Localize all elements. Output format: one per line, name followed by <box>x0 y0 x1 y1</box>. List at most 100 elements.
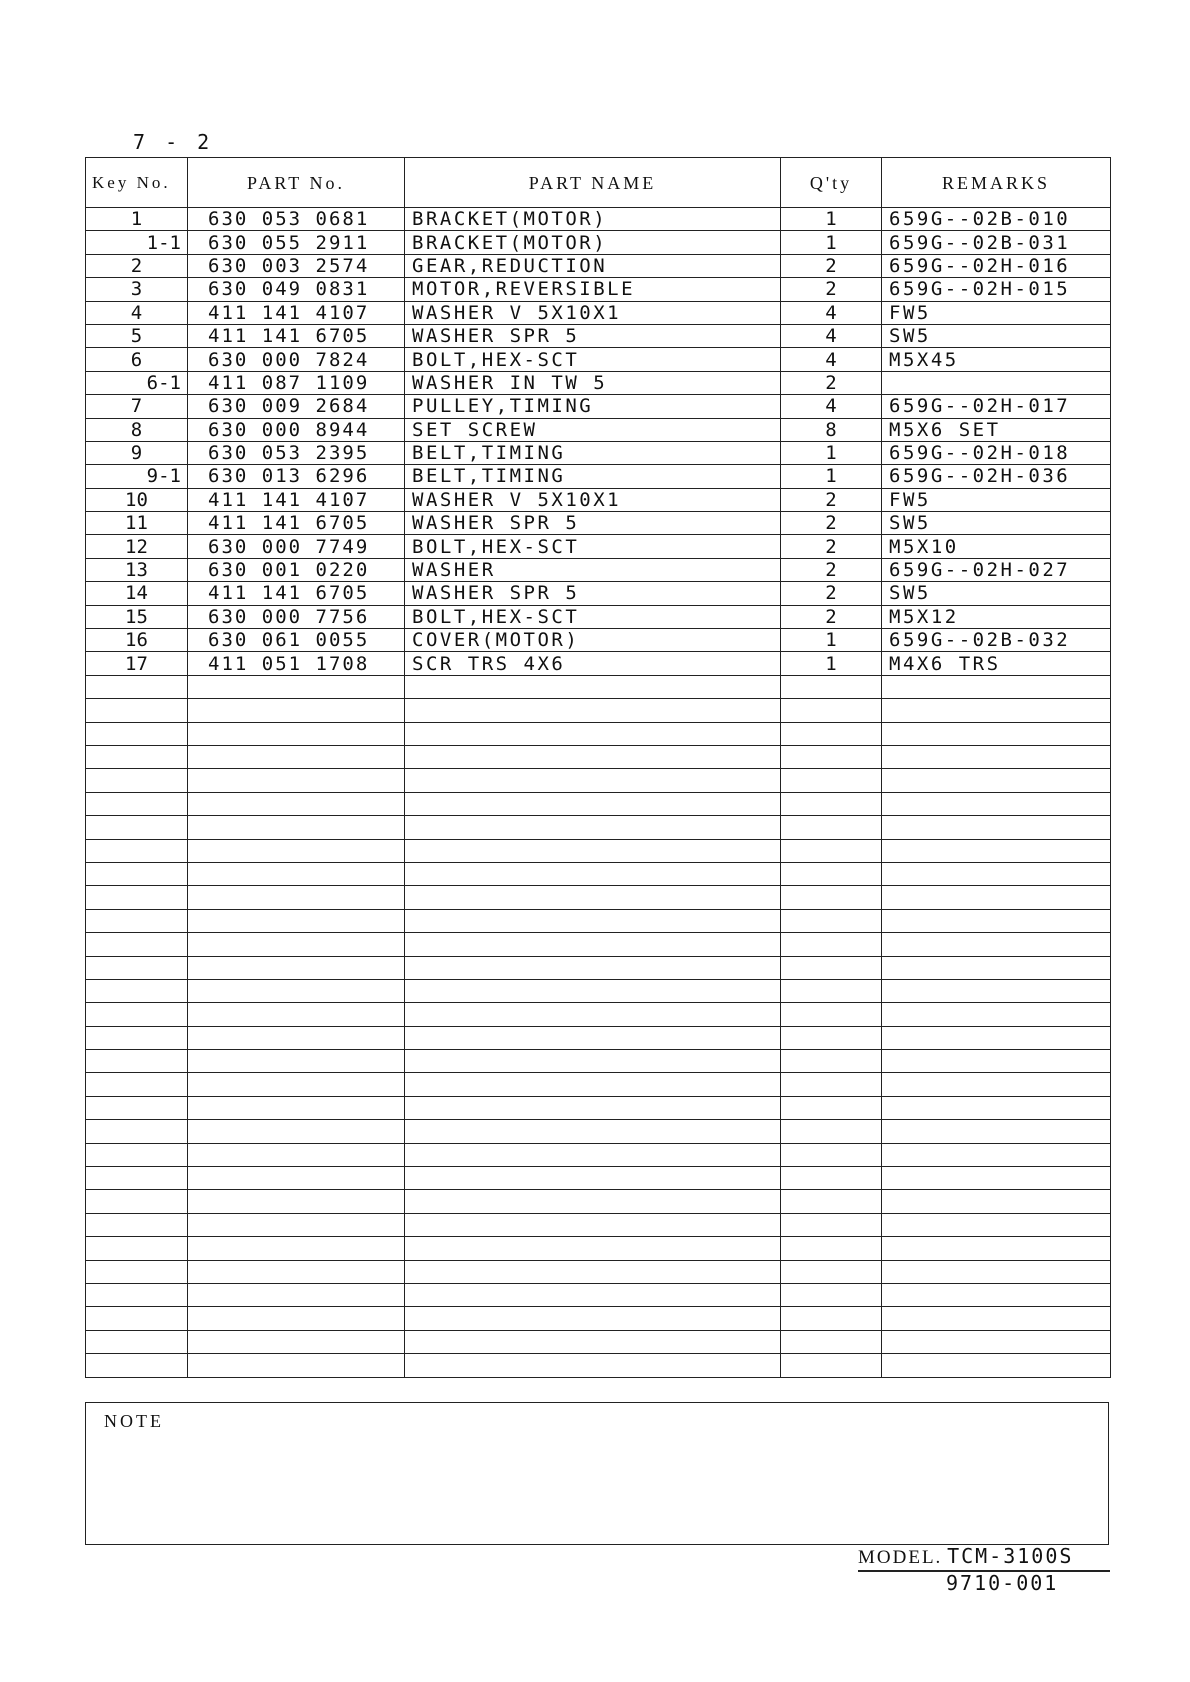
document-number: 9710-001 <box>946 1571 1059 1595</box>
cell-part-name <box>404 1329 781 1355</box>
cell-qty <box>780 955 882 980</box>
cell-qty <box>780 768 882 793</box>
cell-part-name: WASHER <box>404 557 781 583</box>
model-value: TCM-3100S <box>947 1544 1074 1568</box>
cell-qty <box>780 1259 882 1284</box>
cell-remarks <box>881 791 1111 817</box>
cell-qty <box>780 838 882 863</box>
cell-part-name <box>404 698 781 723</box>
cell-remarks <box>881 908 1111 934</box>
empty-row <box>85 1306 1111 1331</box>
cell-key <box>85 674 188 700</box>
cell-part-name: WASHER V 5X10X1 <box>404 300 781 325</box>
cell-qty <box>780 885 882 910</box>
cell-qty: 1 <box>780 230 882 255</box>
cell-qty: 2 <box>780 557 882 583</box>
cell-part-name <box>404 1212 781 1238</box>
cell-key <box>85 1095 188 1121</box>
cell-key <box>85 861 188 887</box>
cell-part-name <box>404 1025 781 1051</box>
cell-qty <box>780 932 882 957</box>
cell-part-no <box>187 861 405 887</box>
cell-remarks <box>881 1259 1111 1284</box>
cell-remarks: M5X6 SET <box>881 417 1111 442</box>
cell-part-no <box>187 1025 405 1051</box>
cell-qty: 2 <box>780 277 882 302</box>
model-line: MODEL. TCM-3100S <box>858 1544 1110 1572</box>
cell-qty: 8 <box>780 417 882 442</box>
table-row: 15 630 000 7756 BOLT,HEX-SCT 2 M5X12 <box>85 604 1111 630</box>
cell-part-name <box>404 1142 781 1168</box>
table-row: 14 411 141 6705 WASHER SPR 5 2 SW5 <box>85 581 1111 606</box>
cell-part-no: 630 053 2395 <box>187 440 405 466</box>
cell-key: 13 <box>85 557 188 583</box>
cell-part-no <box>187 1282 405 1308</box>
cell-remarks <box>881 674 1111 700</box>
cell-qty <box>780 861 882 887</box>
table-row: 5 411 141 6705 WASHER SPR 5 4 SW5 <box>85 323 1111 349</box>
cell-remarks <box>881 1025 1111 1051</box>
cell-remarks <box>881 1166 1111 1191</box>
table-row: 1 630 053 0681 BRACKET(MOTOR) 1 659G--02B-01… <box>85 206 1111 232</box>
empty-row <box>85 768 1111 793</box>
cell-key <box>85 1259 188 1284</box>
empty-row <box>85 744 1111 770</box>
cell-qty <box>780 721 882 746</box>
cell-part-name <box>404 1002 781 1027</box>
cell-remarks: 659G--02B-032 <box>881 628 1111 653</box>
note-box: NOTE <box>85 1402 1109 1545</box>
table-row: 3 630 049 0831 MOTOR,REVERSIBLE 2 659G--02H-… <box>85 277 1111 302</box>
cell-key <box>85 1236 188 1261</box>
cell-part-no <box>187 1049 405 1074</box>
table-header-row: Key No. PART No. PART NAME Q'ty REMARKS <box>85 157 1111 208</box>
cell-remarks: FW5 <box>881 300 1111 325</box>
empty-row <box>85 1142 1111 1168</box>
cell-part-no <box>187 674 405 700</box>
empty-row <box>85 908 1111 934</box>
cell-part-no <box>187 1236 405 1261</box>
cell-qty <box>780 1236 882 1261</box>
cell-part-no <box>187 721 405 746</box>
cell-part-name <box>404 1282 781 1308</box>
cell-qty <box>780 1002 882 1027</box>
cell-part-name <box>404 744 781 770</box>
header-key-no: Key No. <box>85 157 188 208</box>
cell-part-no <box>187 698 405 723</box>
cell-remarks <box>881 370 1111 396</box>
empty-row <box>85 1212 1111 1238</box>
cell-key <box>85 1025 188 1051</box>
cell-part-name <box>404 1306 781 1331</box>
table-row: 8 630 000 8944 SET SCREW 8 M5X6 SET <box>85 417 1111 442</box>
cell-part-name <box>404 932 781 957</box>
cell-key <box>85 1212 188 1238</box>
empty-row <box>85 1025 1111 1051</box>
cell-key <box>85 1282 188 1308</box>
cell-part-no <box>187 932 405 957</box>
cell-part-no: 630 001 0220 <box>187 557 405 583</box>
cell-part-name: BELT,TIMING <box>404 464 781 489</box>
cell-part-no: 411 051 1708 <box>187 651 405 676</box>
cell-part-no <box>187 1002 405 1027</box>
cell-remarks: 659G--02H-017 <box>881 394 1111 419</box>
cell-remarks: M5X12 <box>881 604 1111 630</box>
cell-part-name <box>404 721 781 746</box>
empty-row <box>85 1166 1111 1191</box>
cell-part-name: WASHER V 5X10X1 <box>404 487 781 513</box>
cell-part-name <box>404 861 781 887</box>
cell-remarks: FW5 <box>881 487 1111 513</box>
cell-key: 9 <box>85 440 188 466</box>
cell-remarks: 659G--02H-036 <box>881 464 1111 489</box>
cell-qty: 2 <box>780 511 882 536</box>
cell-key: 4 <box>85 300 188 325</box>
cell-part-no <box>187 1306 405 1331</box>
cell-part-name: BELT,TIMING <box>404 440 781 466</box>
cell-qty <box>780 1282 882 1308</box>
cell-part-no <box>187 1353 405 1378</box>
cell-remarks: M5X10 <box>881 534 1111 559</box>
empty-row <box>85 815 1111 840</box>
cell-remarks: 659G--02B-010 <box>881 206 1111 232</box>
empty-row <box>85 978 1111 1004</box>
cell-remarks <box>881 955 1111 980</box>
cell-key <box>85 1353 188 1378</box>
table-row: 16 630 061 0055 COVER(MOTOR) 1 659G--02B-032 <box>85 628 1111 653</box>
